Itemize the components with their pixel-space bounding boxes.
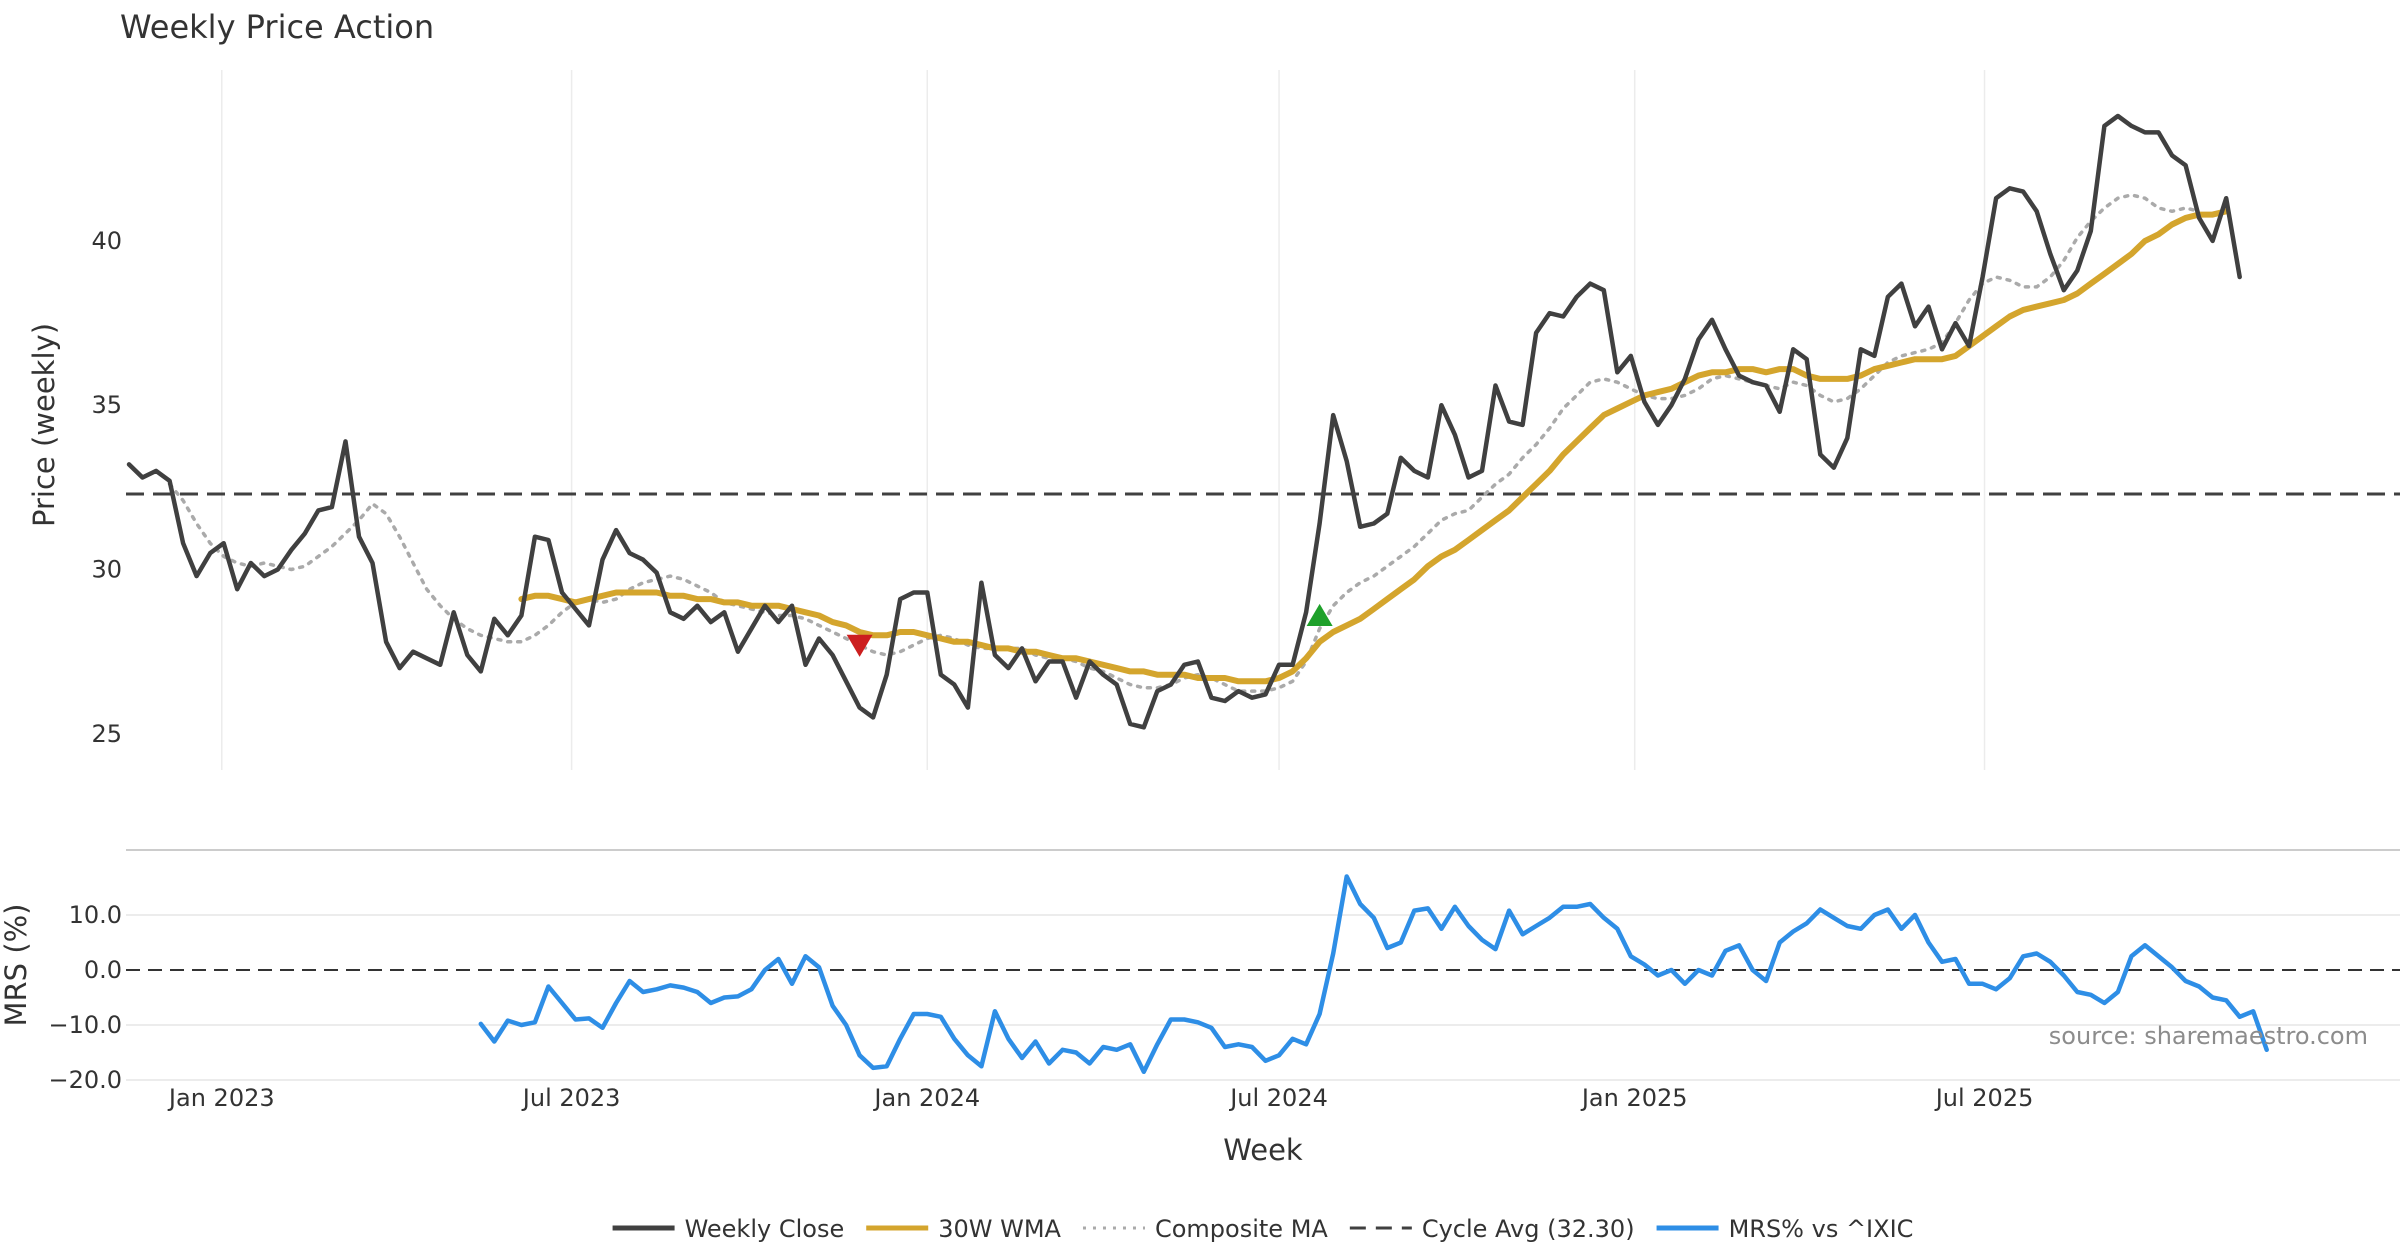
- mrs-y-tick-label: 10.0: [69, 901, 122, 929]
- price-y-axis-label: Price (weekly): [27, 323, 61, 527]
- x-tick-label: Jul 2025: [1934, 1084, 2034, 1112]
- legend-label: Weekly Close: [685, 1215, 845, 1243]
- series-line-comp: [167, 193, 2201, 693]
- x-axis-ticks: Jan 2023 Jul 2023 Jan 2024 Jul 2024 Jan 2025…: [167, 1084, 2033, 1112]
- buy-marker: [1306, 603, 1333, 626]
- signal-markers: [846, 603, 1333, 657]
- grid: [126, 70, 2400, 1081]
- x-tick-label: Jan 2023: [167, 1084, 275, 1112]
- mrs-y-tick-label: −20.0: [48, 1066, 122, 1094]
- legend-item: 30W WMA: [866, 1215, 1062, 1243]
- legend-label: MRS% vs ^IXIC: [1729, 1215, 1914, 1243]
- legend-item: Weekly Close: [612, 1215, 845, 1243]
- legend-label: Cycle Avg (32.30): [1422, 1215, 1635, 1243]
- price-y-tick-label: 25: [91, 720, 122, 748]
- price-y-tick-label: 35: [91, 391, 122, 419]
- mrs-y-tick-label: 0.0: [84, 956, 122, 984]
- series-line-wma: [518, 208, 2230, 685]
- mrs-y-ticks: 10.0 0.0 −10.0 −20.0: [48, 901, 122, 1094]
- legend-item: MRS% vs ^IXIC: [1656, 1215, 1914, 1243]
- x-tick-label: Jan 2024: [872, 1084, 980, 1112]
- series: [126, 113, 2269, 1075]
- series-line-mrs: [478, 874, 2269, 1075]
- series-line-close: [126, 113, 2242, 730]
- legend-item: Cycle Avg (32.30): [1349, 1215, 1635, 1243]
- mrs-y-axis-label: MRS (%): [0, 904, 33, 1027]
- mrs-y-tick-label: −10.0: [48, 1011, 122, 1039]
- legend-item: Composite MA: [1082, 1215, 1328, 1243]
- price-y-tick-label: 40: [91, 227, 122, 255]
- x-tick-label: Jul 2024: [1228, 1084, 1328, 1112]
- x-axis-label: Week: [1223, 1133, 1303, 1167]
- legend-label: Composite MA: [1155, 1215, 1328, 1243]
- price-y-tick-label: 30: [91, 556, 122, 584]
- legend: Weekly Close 30W WMA Composite MA Cycle Avg…: [612, 1215, 1914, 1243]
- source-note: source: sharemaestro.com: [2049, 1022, 2368, 1050]
- legend-label: 30W WMA: [938, 1215, 1061, 1243]
- x-tick-label: Jan 2025: [1580, 1084, 1688, 1112]
- x-tick-label: Jul 2023: [521, 1084, 621, 1112]
- sell-marker: [846, 634, 873, 657]
- chart-title: Weekly Price Action: [120, 8, 434, 46]
- price-y-ticks: 25 30 35 40: [91, 227, 122, 748]
